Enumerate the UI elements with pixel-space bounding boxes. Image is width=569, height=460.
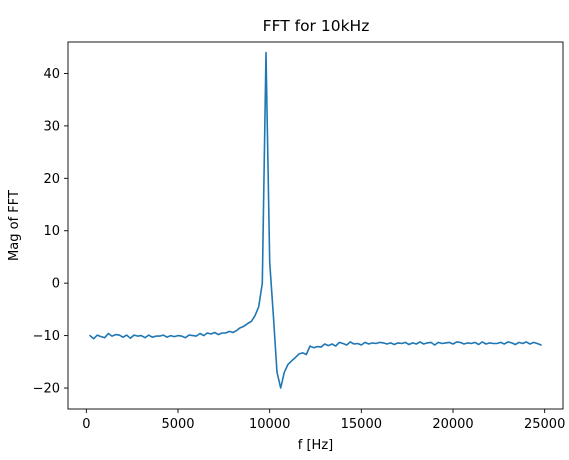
y-tick-label: −10 <box>33 329 60 344</box>
x-tick-label: 15000 <box>341 417 382 432</box>
y-tick-label: 40 <box>43 67 60 82</box>
y-tick-label: 30 <box>43 119 60 134</box>
x-tick-label: 20000 <box>432 417 473 432</box>
y-tick-label: 0 <box>52 277 60 292</box>
y-tick-label: 10 <box>43 224 60 239</box>
y-tick-label: 20 <box>43 172 60 187</box>
x-tick-label: 5000 <box>161 417 194 432</box>
y-tick-label: −20 <box>33 382 60 397</box>
x-tick-label: 10000 <box>249 417 290 432</box>
y-axis-label: Mag of FFT <box>7 190 22 261</box>
chart-title: FFT for 10kHz <box>263 17 370 35</box>
x-axis-label: f [Hz] <box>298 438 333 453</box>
x-tick-label: 0 <box>82 417 90 432</box>
x-tick-label: 25000 <box>524 417 565 432</box>
